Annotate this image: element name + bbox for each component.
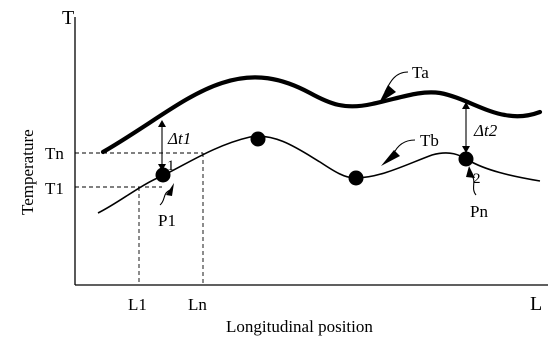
pn-leader-arrowhead	[466, 166, 475, 178]
valley-point-marker	[348, 170, 364, 186]
point-p1-marker	[155, 167, 171, 183]
x-axis-title: Longitudinal position	[226, 317, 373, 336]
delta-t1-label: Δt1	[167, 129, 191, 148]
point-1-number: 1	[167, 158, 175, 174]
peak-point-marker	[250, 131, 266, 147]
p1-leader-arrowhead	[166, 183, 174, 196]
point-pn-marker	[458, 151, 474, 167]
y-axis-title: Temperature	[18, 129, 37, 215]
tn-tick-label: Tn	[45, 144, 64, 163]
tb-leader-arrowhead	[381, 150, 400, 166]
ln-tick-label: Ln	[188, 295, 207, 314]
ta-leader-arrowhead	[379, 85, 396, 103]
delta-t2-label: Δt2	[473, 121, 498, 140]
tb-curve-label: Tb	[420, 131, 439, 150]
ta-curve-label: Ta	[412, 63, 429, 82]
l1-tick-label: L1	[128, 295, 147, 314]
pn-label: Pn	[470, 202, 488, 221]
ta-curve	[100, 75, 543, 155]
point-2-number: 2	[473, 171, 481, 187]
x-axis-end-label: L	[530, 293, 542, 315]
p1-leader-line	[159, 189, 171, 206]
y-axis-letter: T	[62, 7, 74, 29]
t1-tick-label: T1	[45, 179, 64, 198]
p1-label: P1	[158, 211, 176, 230]
